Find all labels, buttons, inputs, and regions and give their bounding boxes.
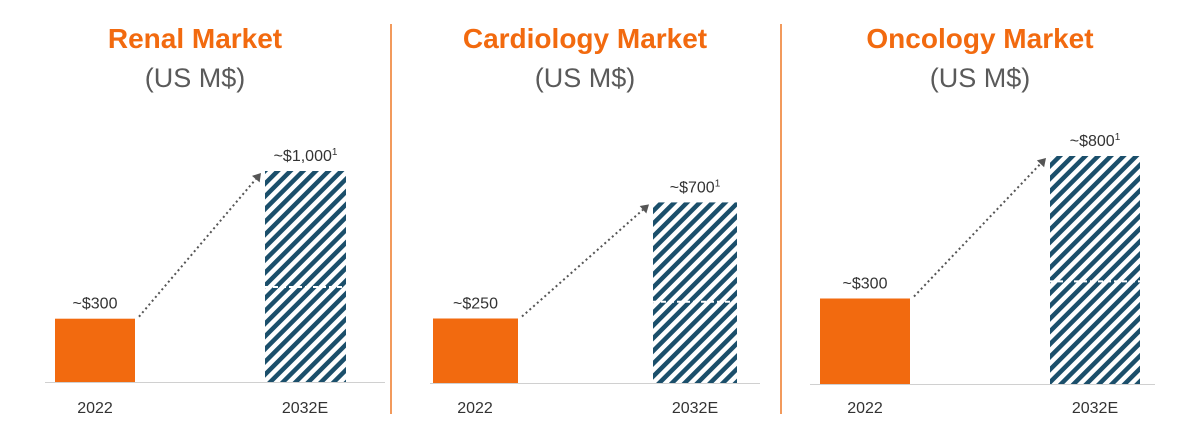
cardiology-market-panel: Cardiology Market (US M$) ~$250 2022 ~$700… <box>390 0 780 441</box>
data-label: ~$300 <box>843 276 888 293</box>
chart-title: Oncology Market <box>866 23 1094 54</box>
chart-subtitle: (US M$) <box>144 63 246 93</box>
chart-subtitle: (US M$) <box>534 63 636 93</box>
chart-title: Renal Market <box>107 23 283 54</box>
bar-2022 <box>820 298 910 384</box>
bar-2032e <box>653 202 737 383</box>
bar-2032e <box>1050 156 1140 384</box>
data-label: ~$1,0001 <box>274 147 338 165</box>
oncology-market-chart: ~$300 2022 ~$8001 2032E <box>810 132 1155 417</box>
category-label: 2032E <box>672 400 718 417</box>
data-label: ~$250 <box>453 296 498 313</box>
bar-2022 <box>433 318 518 383</box>
arrow-head-icon <box>252 173 261 183</box>
arrow-head-icon <box>639 204 649 214</box>
data-label: ~$300 <box>73 296 118 313</box>
panel-divider <box>390 24 392 414</box>
category-label: 2022 <box>77 400 113 417</box>
growth-arrow <box>138 178 257 318</box>
chart-title: Cardiology Market <box>462 23 708 54</box>
data-label: ~$8001 <box>1070 132 1121 150</box>
category-label: 2022 <box>847 400 883 417</box>
arrow-head-icon <box>1036 158 1046 168</box>
panel-divider <box>780 24 782 414</box>
category-label: 2032E <box>1072 400 1118 417</box>
renal-market-panel: Renal Market (US M$) ~$300 2022 ~$1,0001 20… <box>0 0 390 441</box>
growth-arrow <box>913 163 1042 298</box>
category-label: 2022 <box>457 400 493 417</box>
renal-market-chart: ~$300 2022 ~$1,0001 2032E <box>45 147 385 417</box>
cardiology-market-chart: ~$250 2022 ~$7001 2032E <box>430 178 760 417</box>
bar-2022 <box>55 318 135 382</box>
growth-arrow <box>521 208 644 318</box>
category-label: 2032E <box>282 400 328 417</box>
bar-2032e <box>265 171 346 382</box>
data-label: ~$7001 <box>670 178 721 196</box>
chart-subtitle: (US M$) <box>929 63 1031 93</box>
oncology-market-panel: Oncology Market (US M$) ~$300 2022 ~$8001 2… <box>780 0 1180 441</box>
